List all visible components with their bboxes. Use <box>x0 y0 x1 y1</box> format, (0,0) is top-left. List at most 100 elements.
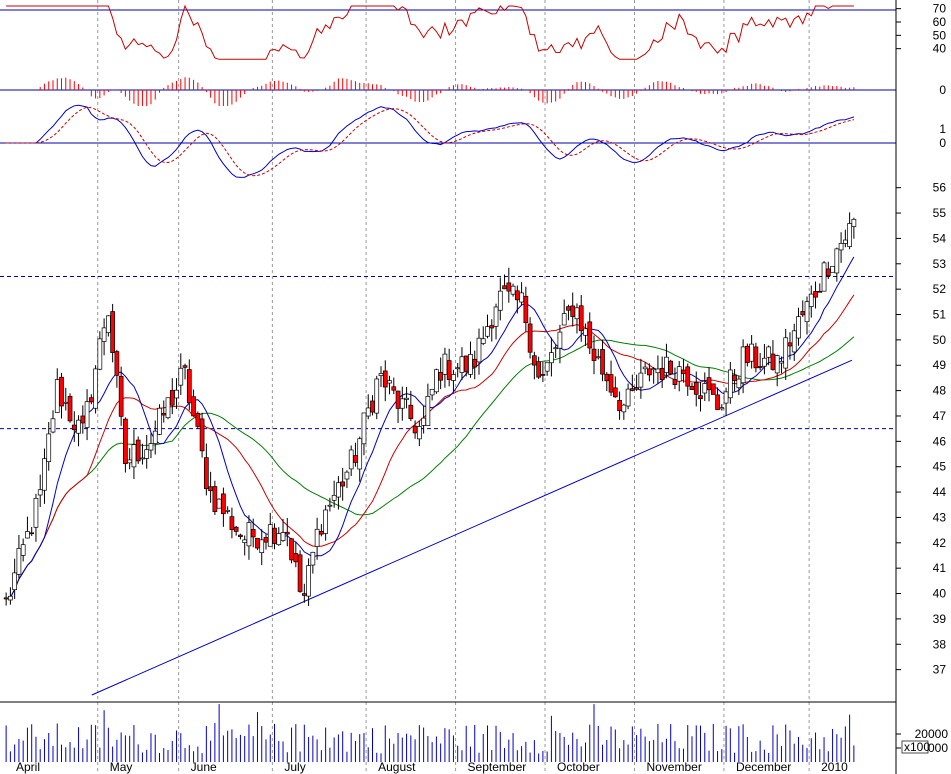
candle-body <box>817 290 823 293</box>
candle-body <box>570 305 576 317</box>
candle-body <box>212 486 218 512</box>
candle-body <box>221 493 226 515</box>
candle-body <box>434 369 439 393</box>
candle-body <box>698 395 703 400</box>
rsi-tick-label: 40 <box>933 42 947 56</box>
candle-body <box>250 529 256 538</box>
price-axis: 37 38 39 40 41 42 43 44 45 46 47 48 49 50 51 52 53 54 55 56 <box>896 181 946 677</box>
candle-body <box>195 412 201 427</box>
candle-body <box>336 482 341 498</box>
candle-body <box>267 524 273 547</box>
price-tick-label: 52 <box>933 282 947 296</box>
signal-line <box>6 106 855 177</box>
candle-body <box>93 368 98 409</box>
candle-body <box>493 306 499 327</box>
candle-body <box>787 342 793 347</box>
candle-body <box>455 367 461 370</box>
candle-body <box>821 262 827 292</box>
candle-body <box>399 398 405 409</box>
candle-body <box>625 388 631 407</box>
candle-body <box>642 366 648 370</box>
candle-body <box>745 345 750 363</box>
price-tick-label: 44 <box>933 485 947 499</box>
candle-body <box>693 382 699 395</box>
candle-body <box>54 379 60 413</box>
candle-body <box>293 553 299 563</box>
candle-body <box>681 369 686 374</box>
candle-body <box>808 293 814 307</box>
candle-body <box>489 325 495 329</box>
candle-body <box>327 504 333 507</box>
month-axis: April May June July August September October No… <box>16 760 848 774</box>
price-tick-label: 56 <box>933 181 947 195</box>
month-label: August <box>378 760 416 774</box>
candle-body <box>387 380 392 384</box>
candle-body <box>323 509 328 534</box>
price-tick-label: 39 <box>933 612 947 626</box>
price-tick-label: 40 <box>933 587 947 601</box>
candle-body <box>165 397 171 419</box>
candle-body <box>276 533 282 546</box>
candle-body <box>506 282 512 292</box>
price-panel <box>0 212 896 696</box>
candle-body <box>50 418 56 433</box>
candle-body <box>429 388 435 396</box>
candle-body <box>395 390 401 409</box>
candle-body <box>830 265 835 273</box>
rsi-tick-label: 60 <box>933 15 947 29</box>
candle-body <box>365 407 371 417</box>
candle-body <box>186 369 192 404</box>
price-tick-label: 48 <box>933 384 947 398</box>
candle-body <box>67 396 73 422</box>
candle-body <box>127 459 133 464</box>
candle-body <box>3 597 9 600</box>
candle-body <box>225 509 230 512</box>
candle-body <box>519 292 524 303</box>
candle-body <box>566 306 571 311</box>
volume-bars <box>5 704 855 762</box>
candle-body <box>71 424 77 431</box>
candle-body <box>131 444 137 468</box>
candle-body <box>676 366 682 382</box>
macd-tick-label: 1 <box>939 122 946 136</box>
candle-body <box>204 457 209 490</box>
candle-body <box>451 374 456 381</box>
candle-body <box>140 457 145 460</box>
candle-body <box>779 361 784 364</box>
candle-body <box>382 370 388 388</box>
candle-body <box>557 331 563 349</box>
candle-body <box>374 378 380 414</box>
candle-body <box>813 291 818 298</box>
candle-body <box>476 337 482 363</box>
candle-body <box>600 349 605 375</box>
month-label: October <box>557 760 600 774</box>
candle-body <box>791 330 797 353</box>
price-tick-label: 37 <box>933 663 947 677</box>
histogram-tick-label: 0 <box>939 83 946 97</box>
candle-body <box>647 368 652 376</box>
candle-body <box>727 369 733 399</box>
candle-body <box>404 397 409 400</box>
candle-body <box>651 368 657 371</box>
candle-body <box>174 389 179 399</box>
price-tick-label: 38 <box>933 637 947 651</box>
candle-body <box>749 343 754 362</box>
candle-body <box>191 396 196 417</box>
histogram-bars <box>39 77 855 106</box>
candle-body <box>88 397 94 403</box>
candle-body <box>110 311 115 353</box>
candle-body <box>412 425 418 434</box>
candle-body <box>361 412 367 445</box>
candle-body <box>348 449 354 470</box>
candle-body <box>37 489 43 496</box>
candle-body <box>753 346 759 369</box>
candle-body <box>668 360 674 375</box>
macd-tick-label: 0 <box>939 136 946 150</box>
price-tick-label: 53 <box>933 257 947 271</box>
candle-body <box>378 373 384 377</box>
candle-body <box>425 396 431 426</box>
candle-body <box>757 366 763 369</box>
candle-body <box>182 365 188 368</box>
candle-body <box>114 351 120 376</box>
